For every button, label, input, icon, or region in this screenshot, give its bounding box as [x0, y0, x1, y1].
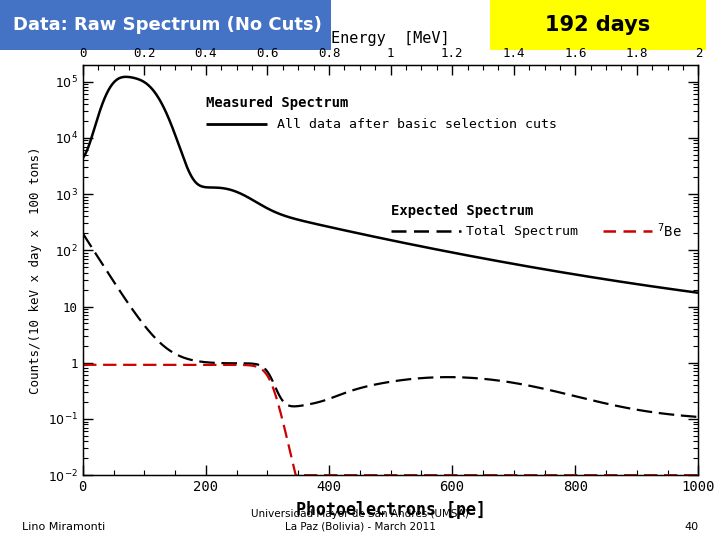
Text: Measured Spectrum: Measured Spectrum	[206, 96, 348, 110]
Y-axis label: Counts/(10 keV x day x  100 tons): Counts/(10 keV x day x 100 tons)	[30, 146, 42, 394]
Text: 40: 40	[684, 522, 698, 532]
Text: Total Spectrum: Total Spectrum	[466, 225, 577, 238]
Text: 192 days: 192 days	[545, 15, 650, 35]
X-axis label: Photoelectrons [pe]: Photoelectrons [pe]	[296, 501, 485, 519]
Text: Lino Miramonti: Lino Miramonti	[22, 522, 105, 532]
Text: Data: Raw Spectrum (No Cuts): Data: Raw Spectrum (No Cuts)	[13, 16, 322, 34]
Text: All data after basic selection cuts: All data after basic selection cuts	[276, 118, 557, 131]
Text: Universidad Mayor de San Andrés (UMSA)
La Paz (Bolivia) - March 2011: Universidad Mayor de San Andrés (UMSA) L…	[251, 508, 469, 532]
Text: $^7$Be: $^7$Be	[657, 222, 681, 240]
X-axis label: Energy  [MeV]: Energy [MeV]	[331, 31, 450, 46]
Text: Expected Spectrum: Expected Spectrum	[391, 204, 533, 218]
